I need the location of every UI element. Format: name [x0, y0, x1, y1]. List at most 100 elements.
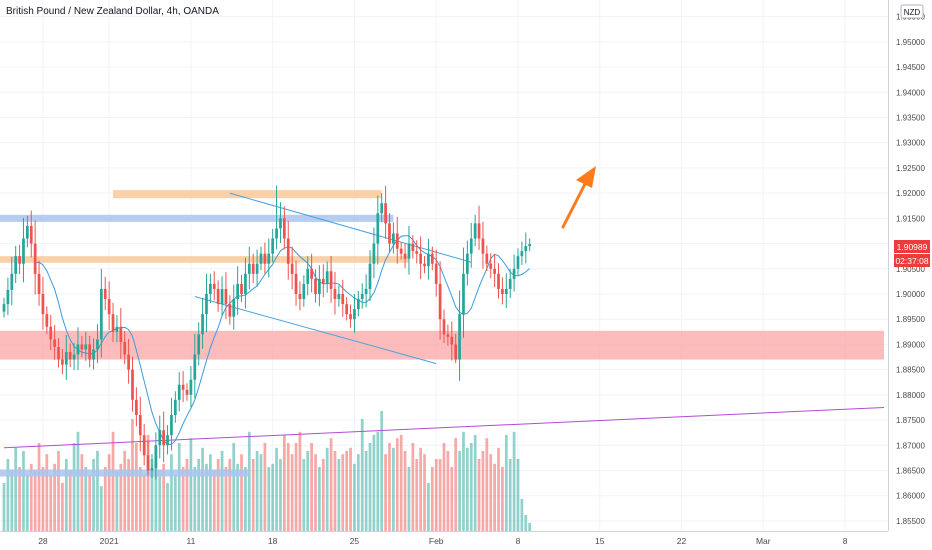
candle — [103, 276, 107, 310]
candle — [37, 260, 41, 306]
candle-body — [26, 225, 29, 239]
candle — [10, 256, 14, 306]
candle-body — [131, 369, 134, 400]
candle — [99, 268, 103, 358]
volume-bar — [430, 467, 434, 531]
purple-line — [3, 406, 885, 449]
volume-bar — [255, 451, 259, 531]
candle-body — [173, 399, 177, 416]
candle — [146, 441, 150, 476]
candle — [423, 255, 426, 274]
volume-bar — [294, 443, 298, 531]
currency-badge[interactable]: NZD — [900, 4, 924, 19]
candle — [57, 338, 60, 368]
candle-body — [469, 238, 473, 254]
volume-bar — [228, 459, 232, 531]
volume-bar — [321, 459, 325, 531]
candle — [209, 273, 212, 304]
candle — [275, 185, 278, 250]
candle — [520, 241, 524, 265]
volume-bar — [61, 483, 64, 531]
candle — [329, 255, 333, 303]
candle — [458, 290, 461, 381]
candle — [516, 248, 520, 276]
candle — [26, 215, 29, 248]
candle-body — [434, 263, 438, 284]
volume-bars — [2, 411, 532, 531]
volume-bar — [247, 431, 251, 531]
candle — [259, 246, 263, 271]
candle-body — [473, 223, 477, 239]
candle — [321, 264, 325, 298]
candle — [197, 322, 201, 366]
candle-body — [360, 293, 364, 300]
candle — [372, 227, 376, 279]
candle-body — [220, 288, 224, 305]
candle-body — [497, 273, 500, 289]
volume-bar — [162, 463, 166, 531]
volume-bar — [123, 451, 127, 531]
candle-body — [10, 273, 14, 290]
candle — [18, 244, 21, 274]
candle-body — [329, 271, 333, 289]
candle — [177, 372, 181, 412]
price-tick-label: 1.86500 — [896, 466, 925, 475]
volume-bar — [115, 470, 119, 531]
candle — [337, 285, 341, 307]
volume-bar — [209, 454, 212, 531]
volume-bar — [138, 467, 142, 531]
time-tick-label: 2021 — [100, 536, 119, 546]
candle — [251, 253, 255, 283]
candle-body — [458, 314, 461, 360]
volume-bar — [399, 435, 403, 531]
candle — [353, 293, 356, 333]
candle — [279, 202, 282, 243]
volume-bar — [88, 475, 92, 531]
candle-body — [177, 384, 181, 400]
time-tick-labels: 28 2021 11 18 25 Feb 8 15 22 Mar 8 — [38, 536, 847, 546]
volume-bar — [177, 443, 181, 531]
candle — [306, 256, 310, 296]
candle — [92, 338, 95, 370]
price-zones[interactable] — [0, 190, 884, 477]
volume-bar — [368, 443, 372, 531]
time-axis[interactable] — [0, 531, 932, 550]
red-support-zone — [0, 330, 884, 360]
volume-bar — [466, 447, 469, 531]
volume-bar — [372, 435, 376, 531]
candle-body — [325, 271, 329, 284]
volume-bar — [220, 451, 224, 531]
candle-body — [57, 346, 60, 360]
price-tick-label: 1.91500 — [896, 214, 925, 223]
candle — [419, 236, 422, 280]
candle — [111, 302, 115, 343]
time-tick-label: 11 — [186, 536, 195, 546]
candle-body — [477, 223, 481, 239]
candle-body — [403, 253, 407, 259]
volume-bar — [251, 459, 255, 531]
volume-bar — [263, 443, 267, 531]
candle — [415, 240, 419, 264]
candle-body — [267, 253, 271, 264]
candle-body — [103, 288, 107, 300]
candle — [2, 297, 6, 318]
orange-arrow-icon[interactable] — [561, 166, 596, 229]
candle — [466, 240, 469, 286]
volume-bar — [173, 475, 177, 531]
candle — [45, 306, 49, 334]
volume-bar — [57, 451, 60, 531]
volume-bar — [259, 454, 263, 531]
candle-body — [528, 244, 532, 247]
volume-bar — [423, 454, 426, 531]
volume-bar — [504, 435, 508, 531]
price-tick-label: 1.93000 — [896, 139, 925, 148]
volume-bar — [127, 459, 130, 531]
candle — [158, 415, 162, 459]
volume-bar — [493, 463, 496, 531]
candle — [298, 281, 302, 311]
candle-body — [395, 233, 399, 249]
volume-bar — [485, 438, 489, 531]
time-tick-label: 18 — [268, 536, 278, 546]
candle-body — [376, 213, 380, 244]
